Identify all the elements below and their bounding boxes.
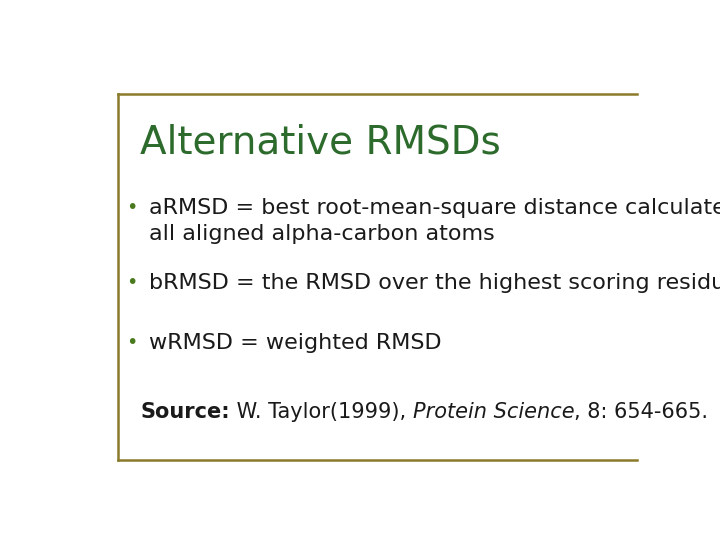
Text: , 8: 654-665.: , 8: 654-665. <box>575 402 708 422</box>
Text: aRMSD = best root-mean-square distance calculated over
all aligned alpha-carbon : aRMSD = best root-mean-square distance c… <box>148 198 720 244</box>
Text: Protein Science: Protein Science <box>413 402 575 422</box>
Text: Alternative RMSDs: Alternative RMSDs <box>140 123 501 161</box>
Text: W. Taylor(1999),: W. Taylor(1999), <box>230 402 413 422</box>
Text: •: • <box>126 333 138 352</box>
Text: bRMSD = the RMSD over the highest scoring residue pairs: bRMSD = the RMSD over the highest scorin… <box>148 273 720 293</box>
Text: •: • <box>126 273 138 292</box>
Text: Source:: Source: <box>140 402 230 422</box>
Text: •: • <box>126 198 138 217</box>
Text: wRMSD = weighted RMSD: wRMSD = weighted RMSD <box>148 333 441 353</box>
